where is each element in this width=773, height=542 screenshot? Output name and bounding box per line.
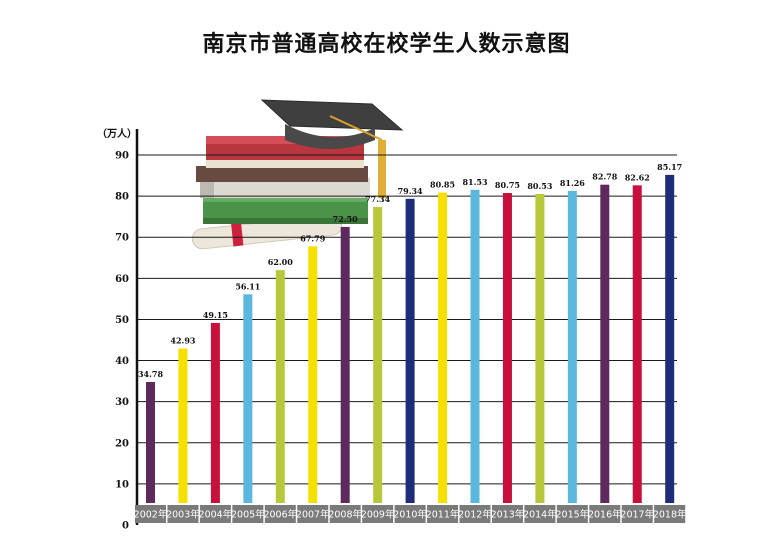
x-label-box bbox=[556, 505, 588, 523]
data-label: 67.79 bbox=[300, 233, 325, 243]
data-label: 42.93 bbox=[170, 336, 195, 346]
data-label: 81.53 bbox=[462, 177, 487, 187]
x-tick-label: 2015年 bbox=[556, 509, 590, 521]
y-tick-label: 70 bbox=[115, 233, 129, 244]
y-tick-label: 40 bbox=[115, 356, 129, 367]
x-tick-label: 2002年 bbox=[134, 509, 168, 521]
x-label-box bbox=[491, 505, 523, 523]
bar bbox=[502, 193, 512, 503]
x-tick-label: 2017年 bbox=[620, 509, 654, 521]
data-label: 62.00 bbox=[268, 257, 293, 267]
y-tick-label: 30 bbox=[115, 397, 129, 408]
x-label-box bbox=[654, 505, 686, 523]
x-label-box bbox=[297, 505, 329, 523]
y-tick-label: 90 bbox=[115, 151, 129, 162]
x-tick-label: 2004年 bbox=[199, 509, 233, 521]
data-label: 79.34 bbox=[398, 186, 423, 196]
data-label: 34.78 bbox=[138, 369, 163, 379]
x-label-box bbox=[394, 505, 426, 523]
x-tick-label: 2009年 bbox=[361, 509, 395, 521]
bar bbox=[178, 348, 188, 503]
x-label-box bbox=[621, 505, 653, 523]
data-label: 85.17 bbox=[657, 162, 682, 172]
x-tick-label: 2007年 bbox=[296, 509, 330, 521]
bar bbox=[373, 207, 383, 503]
bar bbox=[567, 190, 577, 504]
x-tick-label: 2018年 bbox=[653, 509, 687, 521]
bar bbox=[470, 189, 480, 503]
x-label-box bbox=[199, 505, 231, 523]
data-label: 82.62 bbox=[625, 172, 650, 182]
x-tick-label: 2008年 bbox=[328, 509, 362, 521]
x-label-box bbox=[264, 505, 296, 523]
y-tick-label: 20 bbox=[115, 438, 129, 449]
x-tick-label: 2011年 bbox=[426, 509, 460, 521]
x-label-box bbox=[589, 505, 621, 523]
x-label-box bbox=[329, 505, 361, 523]
y-tick-label: 10 bbox=[115, 479, 129, 490]
data-label: 56.11 bbox=[235, 281, 260, 291]
bar bbox=[243, 294, 253, 503]
x-tick-label: 2006年 bbox=[263, 509, 297, 521]
data-label: 72.50 bbox=[333, 214, 358, 224]
x-label-box bbox=[459, 505, 491, 523]
x-tick-label: 2010年 bbox=[393, 509, 427, 521]
bar bbox=[438, 192, 448, 503]
data-label: 77.34 bbox=[365, 194, 390, 204]
bar bbox=[275, 270, 285, 503]
bar bbox=[308, 246, 318, 503]
x-tick-label: 2012年 bbox=[458, 509, 492, 521]
y-tick-label: 80 bbox=[115, 192, 129, 203]
x-label-box bbox=[427, 505, 459, 523]
data-label: 80.53 bbox=[527, 181, 552, 191]
chart-title: 南京市普通高校在校学生人数示意图 bbox=[202, 31, 571, 57]
bar bbox=[405, 198, 415, 503]
data-label: 80.75 bbox=[495, 180, 520, 190]
x-label-box bbox=[524, 505, 556, 523]
x-tick-label: 2003年 bbox=[166, 509, 200, 521]
bar bbox=[600, 184, 610, 503]
data-label: 80.85 bbox=[430, 180, 455, 190]
x-label-box bbox=[362, 505, 394, 523]
y-tick-label: 0 bbox=[122, 521, 129, 532]
y-tick-label: 50 bbox=[115, 315, 129, 326]
bar bbox=[632, 185, 642, 503]
x-label-box bbox=[167, 505, 199, 523]
bar bbox=[210, 322, 220, 503]
bar bbox=[340, 226, 350, 503]
graduation-books-illustration bbox=[191, 99, 404, 250]
data-label: 82.78 bbox=[592, 172, 617, 182]
y-axis-unit-label: （万人） bbox=[97, 127, 137, 140]
y-tick-label: 60 bbox=[115, 274, 129, 285]
x-tick-label: 2016年 bbox=[588, 509, 622, 521]
bar bbox=[665, 174, 675, 503]
bar bbox=[146, 382, 155, 503]
data-label: 49.15 bbox=[203, 310, 228, 320]
x-tick-label: 2005年 bbox=[231, 509, 265, 521]
data-label: 81.26 bbox=[560, 178, 585, 188]
x-tick-label: 2014年 bbox=[523, 509, 557, 521]
x-tick-label: 2013年 bbox=[491, 509, 525, 521]
bar bbox=[535, 193, 545, 503]
x-label-box bbox=[232, 505, 264, 523]
x-label-box bbox=[135, 505, 166, 523]
